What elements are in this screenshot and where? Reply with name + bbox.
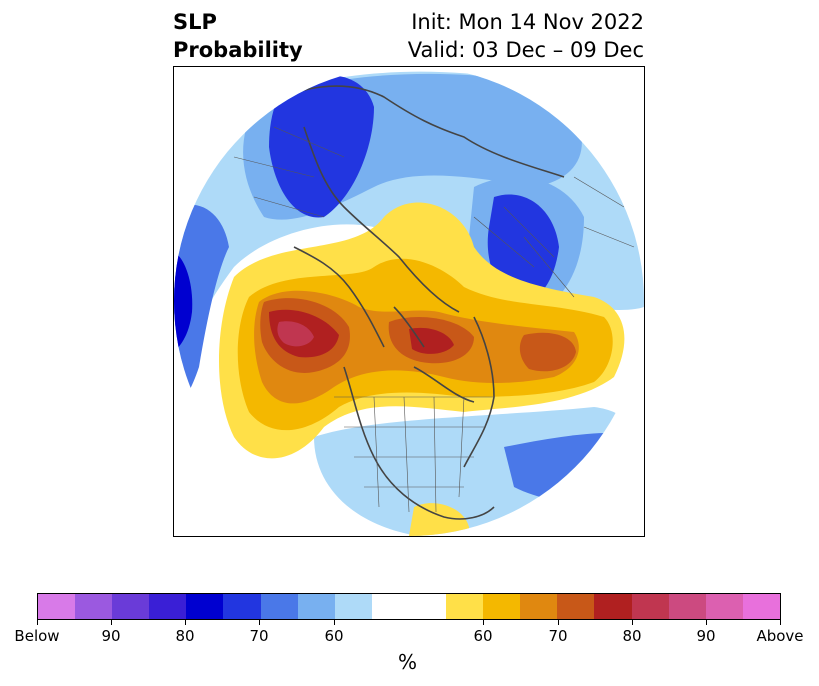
colorbar-cell <box>334 594 372 619</box>
tick-mark <box>483 620 484 625</box>
colorbar-cell <box>260 594 298 619</box>
map-panel <box>173 66 645 537</box>
colorbar-cell <box>112 594 150 619</box>
tick-label: 90 <box>101 627 121 645</box>
colorbar-cell <box>408 594 447 619</box>
colorbar-cell <box>631 594 669 619</box>
coastlines <box>268 85 565 520</box>
tick-mark <box>334 620 335 625</box>
tick-mark <box>632 620 633 625</box>
above-60-region-south <box>409 503 469 536</box>
boundaries <box>233 126 635 513</box>
colorbar-cell <box>594 594 632 619</box>
below-90-region-left <box>174 252 193 352</box>
title-right: Init: Mon 14 Nov 2022 Valid: 03 Dec – 09… <box>408 8 644 64</box>
below-70-region-left <box>174 204 229 412</box>
tick-mark <box>259 620 260 625</box>
tick-label: 60 <box>324 627 344 645</box>
tick-mark <box>780 620 781 625</box>
colorbar-cell <box>668 594 706 619</box>
above-90-region-east <box>519 332 576 372</box>
tick-label: 60 <box>473 627 493 645</box>
tick-mark <box>37 620 38 625</box>
colorbar-cell <box>75 594 113 619</box>
probability-map <box>174 67 644 536</box>
valid-range: Valid: 03 Dec – 09 Dec <box>407 38 644 62</box>
tick-label: 70 <box>548 627 568 645</box>
colorbar-cell <box>149 594 187 619</box>
colorbar-cell <box>483 594 521 619</box>
colorbar-unit-label: % <box>398 650 418 674</box>
title-left: SLP Probability <box>173 8 303 64</box>
tick-mark <box>185 620 186 625</box>
above-high-region-center <box>409 327 454 354</box>
above-top-region <box>277 321 314 347</box>
tick-label: 70 <box>249 627 269 645</box>
init-date: Init: Mon 14 Nov 2022 <box>411 10 644 34</box>
colorbar-cell <box>742 594 780 619</box>
tick-label-below: Below <box>14 627 60 645</box>
colorbar-cell <box>557 594 595 619</box>
tick-label-above: Above <box>756 627 804 645</box>
title-subtitle: Probability <box>173 38 303 62</box>
colorbar-cell <box>297 594 335 619</box>
tick-label: 90 <box>696 627 716 645</box>
title-variable: SLP <box>173 10 217 34</box>
tick-label: 80 <box>622 627 642 645</box>
below-80-region-north <box>269 75 374 218</box>
colorbar-cell <box>371 594 409 619</box>
tick-mark <box>111 620 112 625</box>
tick-mark <box>558 620 559 625</box>
tick-label: 80 <box>175 627 195 645</box>
colorbar <box>37 593 781 620</box>
colorbar-cell <box>446 594 484 619</box>
colorbar-cell <box>520 594 558 619</box>
colorbar-cell <box>186 594 224 619</box>
colorbar-cell <box>223 594 261 619</box>
colorbar-cell <box>38 594 76 619</box>
tick-mark <box>706 620 707 625</box>
colorbar-cell <box>705 594 743 619</box>
